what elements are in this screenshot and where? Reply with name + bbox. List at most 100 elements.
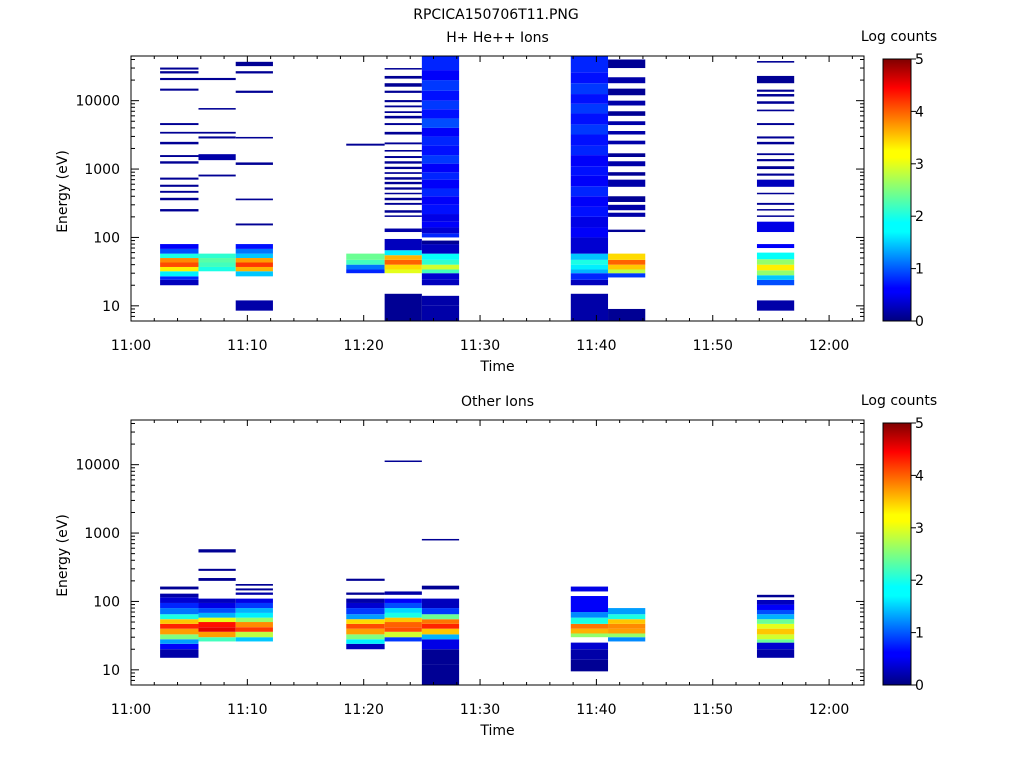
heatmap-cell xyxy=(421,639,460,650)
heatmap-cell xyxy=(756,89,795,92)
heatmap-cell xyxy=(384,602,422,609)
heatmap-cell xyxy=(160,88,199,91)
panel-title: Other Ions xyxy=(461,394,534,410)
heatmap-cell xyxy=(756,123,795,126)
heatmap-cell xyxy=(756,279,795,286)
heatmap-cell xyxy=(198,627,236,632)
heatmap-cell xyxy=(235,631,273,638)
heatmap-cell xyxy=(160,593,199,598)
heatmap-cell xyxy=(756,609,795,615)
heatmap-cell xyxy=(421,204,460,215)
colorbar-tick-label: 0 xyxy=(915,678,924,694)
heatmap-cell xyxy=(421,127,460,137)
heatmap-cell xyxy=(160,649,199,658)
heatmap-cell xyxy=(235,136,273,139)
heatmap-cell xyxy=(421,273,460,280)
heatmap-cell xyxy=(421,118,460,128)
heatmap-cell xyxy=(384,149,422,152)
heatmap-cell xyxy=(570,206,609,217)
colorbar-tick-label: 1 xyxy=(915,262,924,278)
heatmap-cell xyxy=(198,266,236,272)
heatmap-cell xyxy=(421,649,460,665)
heatmap-cell xyxy=(384,293,422,321)
heatmap-cell xyxy=(570,623,609,629)
heatmap-cell xyxy=(421,90,460,101)
heatmap-cell xyxy=(384,75,422,79)
heatmap-cell xyxy=(608,212,646,217)
heatmap-cell xyxy=(756,649,795,658)
heatmap-cell xyxy=(384,269,422,274)
heatmap-cell xyxy=(160,184,199,187)
heatmap-cell xyxy=(235,262,273,267)
heatmap-cell xyxy=(608,264,646,270)
heatmap-cell xyxy=(160,77,199,81)
heatmap-cell xyxy=(160,67,199,70)
x-tick-label: 11:20 xyxy=(344,338,384,354)
heatmap-cell xyxy=(160,266,199,272)
heatmap-cell xyxy=(421,163,460,173)
heatmap-cell xyxy=(570,56,609,73)
x-tick-label: 12:00 xyxy=(809,702,849,718)
colorbar-tick-label: 3 xyxy=(915,157,924,173)
heatmap-cell xyxy=(384,197,422,201)
heatmap-cell xyxy=(608,100,646,106)
heatmap-cell xyxy=(160,248,199,254)
heatmap-cell xyxy=(421,172,460,180)
heatmap-cell xyxy=(608,59,646,69)
heatmap-cell xyxy=(756,634,795,640)
heatmap-cell xyxy=(608,308,646,321)
heatmap-cell xyxy=(384,591,422,595)
heatmap-cell xyxy=(756,136,795,139)
heatmap-cell xyxy=(570,649,609,660)
heatmap-cell xyxy=(570,612,609,618)
heatmap-cell xyxy=(421,623,460,629)
heatmap-cell xyxy=(235,162,273,165)
heatmap-cell xyxy=(235,198,273,201)
heatmap-cell xyxy=(421,109,460,119)
heatmap-cell xyxy=(160,190,199,193)
heatmap-cell xyxy=(756,94,795,97)
heatmap-cell xyxy=(608,161,646,167)
heatmap-cell xyxy=(198,578,236,581)
heatmap-cell xyxy=(198,617,236,623)
heatmap-cell xyxy=(570,134,609,146)
x-tick-label: 11:00 xyxy=(111,338,151,354)
panel-title: H+ He++ Ions xyxy=(446,30,549,46)
heatmap-cell xyxy=(235,617,273,623)
y-axis-label: Energy (eV) xyxy=(55,150,71,233)
heatmap-cell xyxy=(570,596,609,613)
colorbar-tick-label: 5 xyxy=(915,416,924,432)
heatmap-cell xyxy=(235,592,273,595)
heatmap-cell xyxy=(756,275,795,280)
heatmap-cell xyxy=(235,258,273,263)
y-tick-label: 10 xyxy=(102,663,120,679)
heatmap-cell xyxy=(421,240,460,245)
heatmap-cell xyxy=(608,196,646,202)
heatmap-cell xyxy=(160,253,199,259)
heatmap-cell xyxy=(421,628,460,635)
x-tick-label: 11:00 xyxy=(111,702,151,718)
heatmap-cell xyxy=(421,214,460,222)
heatmap-cell xyxy=(756,173,795,176)
heatmap-cell xyxy=(570,145,609,156)
y-tick-label: 100 xyxy=(93,594,120,610)
heatmap-cell xyxy=(346,634,385,640)
heatmap-cell xyxy=(608,77,646,84)
heatmap-cell xyxy=(756,623,795,629)
heatmap-cell xyxy=(570,659,609,672)
heatmap-cell xyxy=(756,594,795,598)
y-tick-label: 100 xyxy=(93,230,120,246)
heatmap-cell xyxy=(756,604,795,610)
heatmap-cell xyxy=(160,639,199,644)
heatmap-cell xyxy=(756,215,795,217)
heatmap-cell xyxy=(570,124,609,135)
heatmap-cell xyxy=(421,196,460,205)
heatmap-cell xyxy=(608,121,646,126)
heatmap-cell xyxy=(384,83,422,87)
heatmap-cell xyxy=(756,61,795,63)
heatmap-cell xyxy=(384,617,422,623)
heatmap-cell xyxy=(421,221,460,228)
heatmap-cell xyxy=(198,262,236,267)
plot-frame xyxy=(130,419,865,686)
heatmap-cell xyxy=(160,271,199,277)
